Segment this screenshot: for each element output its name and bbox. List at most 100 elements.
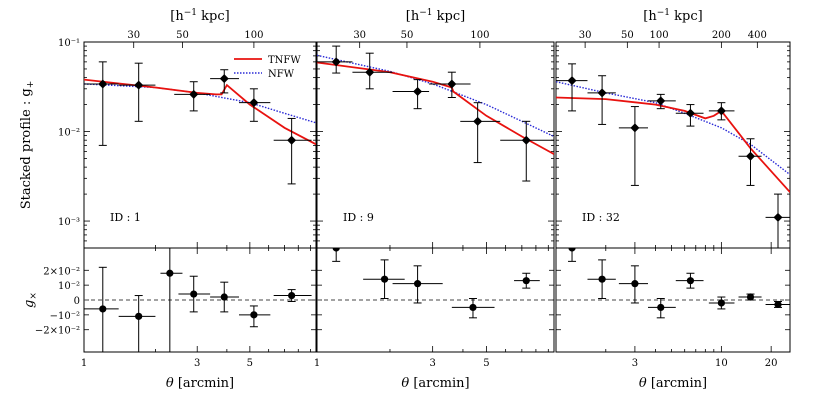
x-axis-label-symbol: θ: [166, 376, 178, 391]
top-axis-unit: [h: [643, 9, 657, 24]
model-curves: [556, 81, 790, 193]
top-tick-label: 50: [621, 30, 634, 41]
gplus-point: [473, 116, 483, 126]
gcross-points: [84, 248, 312, 352]
x-tick-label: 1: [81, 358, 87, 369]
legend: TNFW NFW: [234, 55, 301, 80]
top-axis-label: [h−1 kpc]: [406, 8, 465, 24]
gplus-point: [365, 67, 375, 77]
model-curves: [84, 78, 316, 146]
gplus-point: [413, 86, 423, 96]
x-axis-label-unit: [arcmin]: [651, 376, 707, 391]
x-axis-label: θ [arcmin]: [166, 376, 234, 391]
tnfw-model-line: [84, 78, 316, 146]
gcross-point: [380, 275, 389, 283]
gplus-point: [773, 212, 783, 222]
gplus-point: [567, 76, 577, 86]
top-axis-unit-tail: kpc]: [433, 9, 466, 24]
gplus-points: [84, 61, 312, 185]
gcross-point: [288, 291, 296, 300]
tnfw-model-line: [317, 61, 554, 155]
gcross-point: [413, 280, 422, 288]
x-tick-label: 3: [429, 358, 435, 369]
top-axis-unit-sup: −1: [184, 8, 197, 18]
x-axis-label-symbol: θ: [639, 376, 651, 391]
model-curves: [317, 54, 554, 155]
gcross-y-tick-label: 0: [74, 296, 80, 307]
gplus-point: [219, 74, 229, 84]
gcross-y-tick-label: 2×10⁻²: [43, 266, 80, 277]
gplus-point: [745, 151, 755, 161]
gplus-point: [597, 88, 607, 98]
y-axis-label-gcross: g×: [22, 292, 39, 308]
gplus-point: [331, 57, 341, 67]
nfw-model-line: [84, 83, 316, 124]
panel-2: 1 3 5 θ [arcmin] 30 50 100 [h−1 kpc] ID : 9: [314, 8, 555, 391]
gcross-point: [522, 277, 530, 285]
gplus-point: [447, 79, 457, 89]
x-tick-label: 3: [632, 358, 638, 369]
panel-3: 3 10 20 θ [arcmin] 30 50 100 200 400 [h−1 kpc] ID …: [555, 8, 791, 391]
gplus-point: [685, 108, 695, 118]
gcross-point: [166, 269, 174, 277]
top-axis-unit-sup: −1: [419, 8, 432, 18]
gplus-point: [98, 79, 108, 89]
gplus-point: [134, 80, 144, 90]
panel-id-label: ID : 9: [343, 211, 374, 224]
gcross-y-tick-label: −10⁻²: [50, 311, 80, 322]
x-axis-label-unit: [arcmin]: [178, 376, 234, 391]
gcross-point: [190, 290, 198, 298]
x-axis-label-unit: [arcmin]: [413, 376, 469, 391]
gcross-point: [250, 311, 258, 319]
gplus-point: [716, 106, 726, 116]
top-axis-unit-sup: −1: [657, 8, 670, 18]
y-tick-label: 10⁻²: [58, 128, 80, 139]
top-tick-label: 30: [353, 30, 366, 41]
gcross-point: [469, 303, 477, 312]
gcross-point: [774, 300, 782, 309]
gplus-point: [521, 135, 531, 145]
legend-label-nfw: NFW: [268, 69, 295, 80]
x-tick-label: 10: [715, 358, 728, 369]
gcross-point: [686, 277, 695, 285]
top-tick-label: 30: [579, 30, 592, 41]
gcross-point: [332, 248, 340, 252]
gcross-y-tick-label: −2×10⁻²: [35, 326, 80, 337]
panel-id-label: ID : 32: [582, 211, 620, 224]
gcross-point: [99, 305, 107, 313]
gplus-point: [249, 98, 259, 108]
gcross-y-tick-label: 10⁻²: [58, 281, 80, 292]
gcross-points: [556, 248, 790, 319]
x-axis-label: θ [arcmin]: [639, 376, 707, 391]
top-axis-unit: [h: [170, 9, 184, 24]
top-axis-unit: [h: [406, 9, 420, 24]
top-tick-label: 100: [650, 30, 669, 41]
nfw-model-line: [556, 81, 790, 176]
gplus-point: [630, 123, 640, 133]
top-axis-label: [h−1 kpc]: [170, 8, 229, 24]
panel-1: 1 3 5 θ [arcmin] 30 50 100 [h−1 kpc] 10⁻³ 10⁻² 10⁻…: [35, 8, 317, 391]
top-axis-label: [h−1 kpc]: [643, 8, 702, 24]
gplus-points: [317, 45, 554, 182]
panel-id-label: ID : 1: [110, 211, 141, 224]
top-axis-unit-tail: kpc]: [197, 9, 230, 24]
top-tick-label: 100: [470, 30, 489, 41]
gplus-point: [656, 96, 666, 106]
gcross-point: [220, 293, 228, 301]
x-tick-label: 5: [247, 358, 253, 369]
gplus-points: [556, 63, 790, 248]
y-axis-label-gcross-sub: ×: [29, 292, 39, 300]
top-axis-unit-tail: kpc]: [670, 9, 703, 24]
gcross-point: [631, 280, 639, 288]
top-tick-label: 100: [244, 30, 263, 41]
y-axis-label-gplus: Stacked profile : g+: [19, 81, 36, 210]
top-tick-label: 200: [712, 30, 731, 41]
top-tick-label: 50: [401, 30, 414, 41]
legend-label-tnfw: TNFW: [268, 55, 301, 66]
gplus-point: [287, 135, 297, 145]
tnfw-model-line: [556, 96, 790, 193]
gcross-point: [657, 303, 665, 312]
x-tick-label: 1: [314, 358, 320, 369]
x-tick-label: 3: [194, 358, 200, 369]
